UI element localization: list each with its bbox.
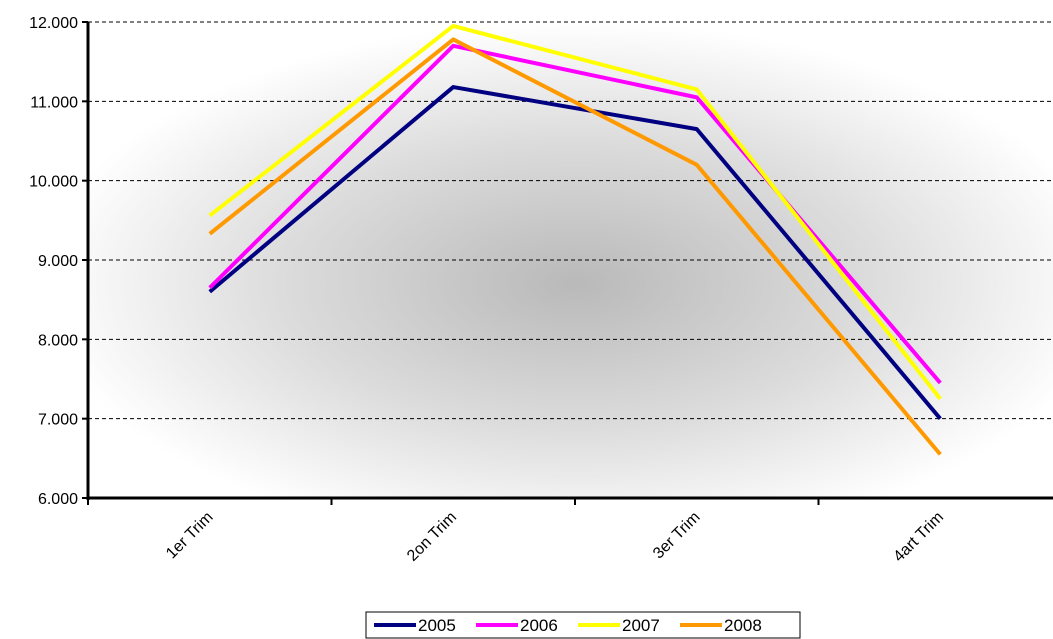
legend-label-2008: 2008 <box>724 616 762 635</box>
y-tick-label: 8.000 <box>38 332 78 349</box>
legend: 2005 2006 2007 2008 <box>365 611 801 639</box>
y-tick-labels: 6.000 7.000 8.000 9.000 10.000 11.000 12.000 <box>29 15 78 508</box>
y-tick-label: 10.000 <box>29 174 78 191</box>
legend-label-2006: 2006 <box>520 616 558 635</box>
legend-label-2007: 2007 <box>622 616 660 635</box>
y-tick-label: 7.000 <box>38 412 78 429</box>
series-line-2006 <box>208 43 942 385</box>
series-lines <box>208 23 942 456</box>
series-line-2008 <box>208 37 942 456</box>
y-tick-label: 6.000 <box>38 491 78 508</box>
x-tick-label: 4art Trim <box>890 509 947 566</box>
series-line-2007 <box>208 23 942 401</box>
x-tick-labels: 1er Trim 2on Trim 3er Trim 4art Trim <box>163 509 947 566</box>
series-line-2005 <box>208 85 942 420</box>
x-tick-label: 1er Trim <box>163 509 217 563</box>
y-tick-label: 12.000 <box>29 15 78 32</box>
x-tick-label: 3er Trim <box>650 509 704 563</box>
axes <box>82 21 1053 505</box>
y-tick-label: 9.000 <box>38 253 78 270</box>
legend-label-2005: 2005 <box>418 616 456 635</box>
y-tick-label: 11.000 <box>30 94 78 111</box>
x-tick-label: 2on Trim <box>404 509 460 565</box>
